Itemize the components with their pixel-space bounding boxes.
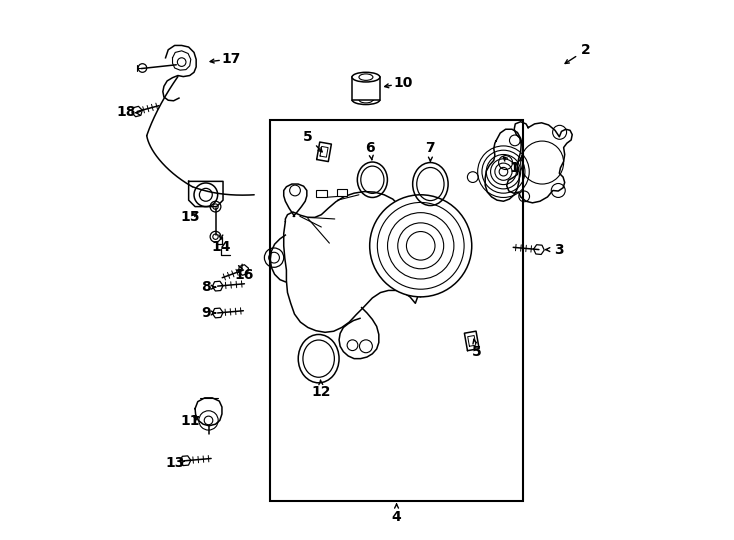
Text: 11: 11 (180, 415, 200, 429)
Text: 10: 10 (394, 76, 413, 90)
Text: 8: 8 (201, 280, 211, 294)
Text: 3: 3 (554, 242, 564, 256)
Bar (270, 119, 523, 501)
Text: 9: 9 (201, 306, 211, 320)
Text: 14: 14 (211, 240, 230, 254)
Circle shape (370, 195, 472, 297)
Text: 6: 6 (366, 140, 375, 154)
Ellipse shape (352, 72, 380, 82)
Text: 2: 2 (581, 43, 591, 57)
Text: 1: 1 (510, 161, 520, 175)
Text: 17: 17 (222, 52, 241, 66)
FancyBboxPatch shape (338, 190, 347, 196)
Text: 12: 12 (312, 386, 331, 400)
Text: 7: 7 (426, 140, 435, 154)
FancyBboxPatch shape (316, 190, 327, 198)
Text: 13: 13 (166, 456, 185, 470)
Text: 15: 15 (180, 211, 200, 224)
Text: 18: 18 (117, 105, 136, 118)
Text: 4: 4 (392, 510, 401, 524)
Text: 16: 16 (235, 268, 254, 282)
Text: 5: 5 (472, 345, 482, 359)
Text: 5: 5 (303, 130, 313, 144)
Bar (352, 77, 380, 100)
